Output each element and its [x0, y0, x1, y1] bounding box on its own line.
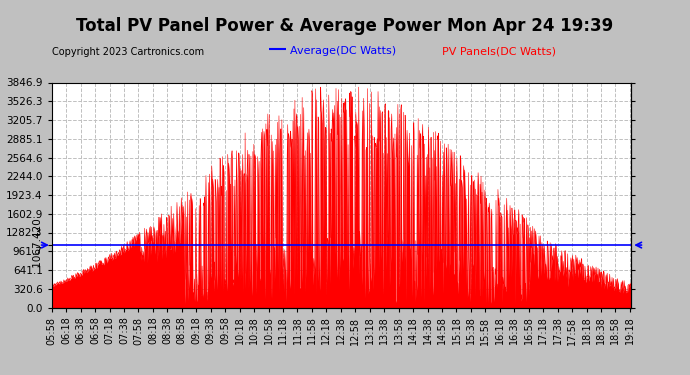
- Text: Copyright 2023 Cartronics.com: Copyright 2023 Cartronics.com: [52, 47, 204, 57]
- Text: Total PV Panel Power & Average Power Mon Apr 24 19:39: Total PV Panel Power & Average Power Mon…: [77, 17, 613, 35]
- Text: PV Panels(DC Watts): PV Panels(DC Watts): [442, 46, 555, 57]
- Text: Average(DC Watts): Average(DC Watts): [290, 46, 396, 57]
